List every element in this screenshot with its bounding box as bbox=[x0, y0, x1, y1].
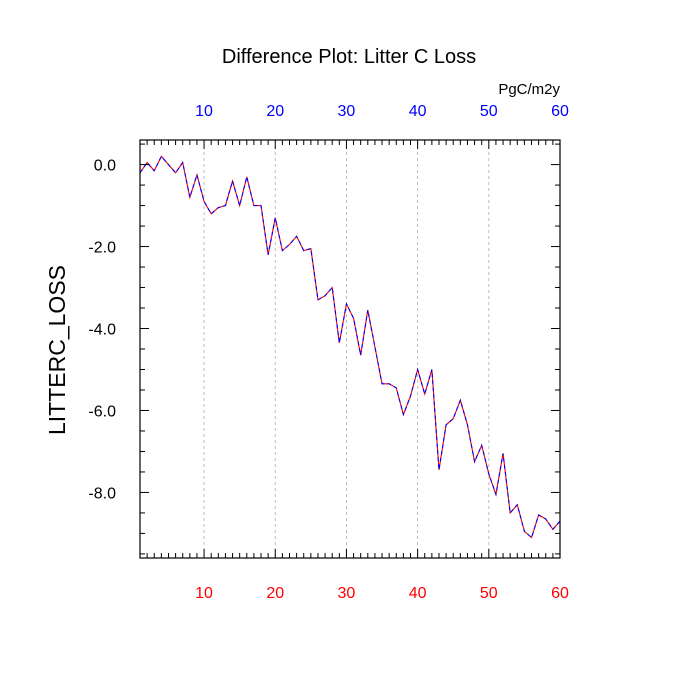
y-tick-label: -4.0 bbox=[88, 322, 116, 339]
x-tick-label-top: 60 bbox=[551, 103, 569, 120]
x-tick-label-bottom: 40 bbox=[409, 585, 427, 602]
grid-lines bbox=[203, 140, 490, 558]
x-tick-label-bottom: 60 bbox=[551, 585, 569, 602]
series-lines bbox=[139, 155, 561, 539]
plot-frame bbox=[139, 139, 561, 559]
chart-title: Difference Plot: Litter C Loss bbox=[222, 46, 476, 68]
y-axis-label: LITTERC_LOSS bbox=[44, 265, 70, 435]
series-line-a bbox=[139, 155, 561, 539]
x-tick-label-bottom: 20 bbox=[266, 585, 284, 602]
y-tick-label: -6.0 bbox=[88, 403, 116, 420]
x-tick-label-top: 20 bbox=[266, 103, 284, 120]
x-tick-label-top: 40 bbox=[409, 103, 427, 120]
series-line-b bbox=[139, 155, 561, 539]
axis-ticks bbox=[139, 140, 561, 558]
x-tick-label-bottom: 30 bbox=[338, 585, 356, 602]
units-label: PgC/m2y bbox=[498, 81, 560, 98]
x-tick-label-top: 10 bbox=[195, 103, 213, 120]
x-tick-label-bottom: 10 bbox=[195, 585, 213, 602]
y-tick-label: -8.0 bbox=[88, 485, 116, 502]
x-tick-label-top: 50 bbox=[480, 103, 498, 120]
x-tick-label-top: 30 bbox=[338, 103, 356, 120]
y-tick-label: -2.0 bbox=[88, 240, 116, 257]
y-tick-label: 0.0 bbox=[94, 158, 116, 175]
x-tick-label-bottom: 50 bbox=[480, 585, 498, 602]
tick-labels: 10 10 20 20 30 30 40 40 50 50 60 60 0.0 -2.0 -4.0 -6.0 -… bbox=[88, 103, 569, 602]
